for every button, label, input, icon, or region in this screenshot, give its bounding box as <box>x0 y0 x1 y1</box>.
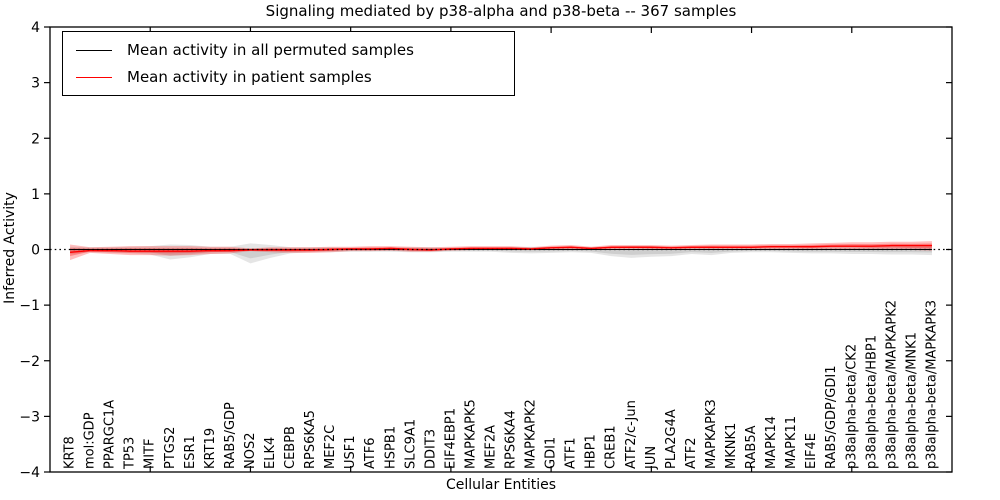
x-tick-label: MAPK14 <box>764 416 779 469</box>
legend-entry-patient: Mean activity in patient samples <box>63 68 514 86</box>
y-tick-label: −3 <box>19 409 40 425</box>
y-tick-label: −1 <box>19 298 40 314</box>
y-tick-label: −4 <box>19 465 40 481</box>
legend: Mean activity in all permuted samples Me… <box>62 31 515 96</box>
x-tick-label: MKNK1 <box>724 423 739 469</box>
x-tick-label: ESR1 <box>183 435 198 469</box>
x-tick-label: RPS6KA4 <box>504 410 519 469</box>
patient-mean-line <box>69 244 932 253</box>
x-tick-label: MAPKAPK2 <box>524 399 539 469</box>
y-tick-label: 4 <box>31 20 40 36</box>
x-tick-label: MITF <box>143 439 158 469</box>
x-tick-label: p38alpha-beta/CK2 <box>844 344 859 469</box>
x-tick-label: ATF1 <box>564 437 579 469</box>
y-tick-label: 3 <box>31 76 40 92</box>
legend-label-permuted: Mean activity in all permuted samples <box>127 41 414 59</box>
x-tick-label: p38alpha-beta/MNK1 <box>904 332 919 469</box>
x-tick-label: PLA2G4A <box>664 409 679 469</box>
y-tick-label: −2 <box>19 354 40 370</box>
legend-label-patient: Mean activity in patient samples <box>127 68 372 86</box>
x-tick-label: RAB5/GDP/GDI1 <box>824 366 839 469</box>
x-tick-label: HBP1 <box>584 434 599 469</box>
x-tick-label: PTGS2 <box>163 427 178 469</box>
x-tick-label: ATF2 <box>684 437 699 469</box>
x-tick-label: GDI1 <box>544 437 559 469</box>
x-tick-label: KRT8 <box>63 436 78 469</box>
x-tick-label: MAPKAPK3 <box>704 399 719 469</box>
x-tick-label: HSPB1 <box>383 426 398 469</box>
x-tick-label: USF1 <box>343 435 358 469</box>
x-tick-label: MEF2C <box>323 425 338 469</box>
y-tick-label: 1 <box>31 187 40 203</box>
x-tick-label: NOS2 <box>243 433 258 469</box>
x-tick-label: p38alpha-beta/HBP1 <box>864 335 879 469</box>
patient-activity-range-outer <box>70 241 932 261</box>
x-tick-label: RAB5/GDP <box>223 402 238 469</box>
x-tick-label: JUN <box>644 446 659 470</box>
permuted-activity-range-outer <box>70 243 932 264</box>
x-tick-label: RAB5A <box>744 425 759 469</box>
permuted-line-swatch <box>76 49 112 51</box>
x-tick-label: ATF6 <box>363 437 378 469</box>
x-tick-label: EIF4E <box>804 433 819 469</box>
x-tick-label: mol:GDP <box>83 412 98 469</box>
x-tick-label: MAPK11 <box>784 416 799 469</box>
x-tick-label: CEBPB <box>283 426 298 469</box>
x-tick-label: ATF2/c-Jun <box>624 400 639 469</box>
x-tick-label: KRT19 <box>203 428 218 469</box>
x-tick-label: MAPKAPK5 <box>463 399 478 469</box>
x-tick-label: CREB1 <box>604 425 619 469</box>
x-axis-label: Cellular Entities <box>445 477 557 493</box>
x-tick-label: SLC9A1 <box>403 419 418 469</box>
y-axis-label: Inferred Activity <box>2 192 18 304</box>
x-tick-label: PPARGC1A <box>103 400 118 469</box>
legend-entry-permuted: Mean activity in all permuted samples <box>63 41 514 59</box>
x-tick-label: p38alpha-beta/MAPKAPK3 <box>924 300 939 469</box>
x-tick-label: RPS6KA5 <box>303 410 318 469</box>
y-tick-label: 0 <box>31 243 40 259</box>
x-tick-label: EIF4EBP1 <box>443 408 458 469</box>
x-tick-label: ELK4 <box>263 437 278 469</box>
y-tick-label: 2 <box>31 131 40 147</box>
x-tick-label: DDIT3 <box>423 429 438 469</box>
x-tick-label: TP53 <box>123 437 138 470</box>
x-tick-label: MEF2A <box>483 425 498 469</box>
patient-line-swatch <box>76 76 112 78</box>
chart-title: Signaling mediated by p38-alpha and p38-… <box>265 2 737 20</box>
x-tick-label: p38alpha-beta/MAPKAPK2 <box>884 300 899 469</box>
